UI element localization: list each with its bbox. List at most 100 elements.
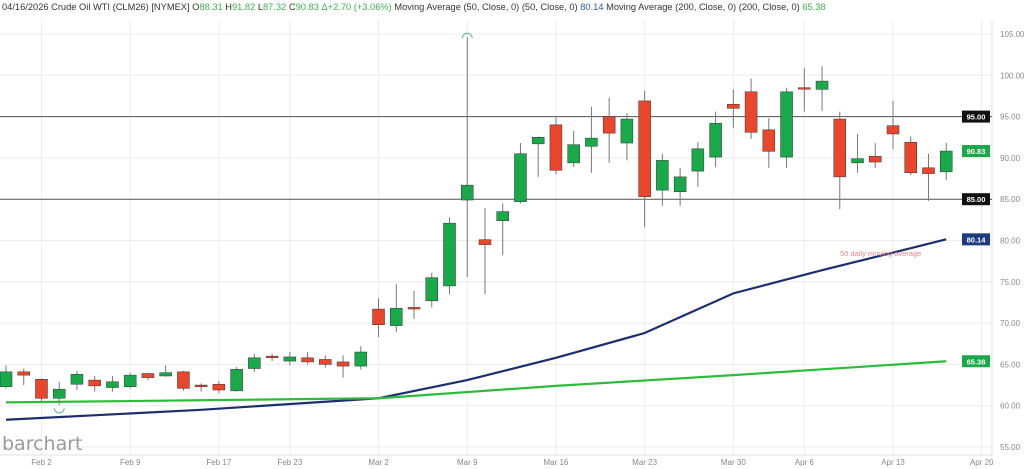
x-tick-label: Apr 20 — [970, 458, 994, 467]
candle-up — [425, 277, 439, 302]
candle-down — [177, 371, 190, 389]
candle-down — [301, 357, 314, 363]
candle-up — [230, 369, 243, 392]
candle-up — [585, 137, 598, 147]
candle-up — [691, 148, 705, 172]
candle-down — [602, 116, 616, 134]
price-badge — [962, 193, 990, 206]
candle-down — [762, 129, 776, 152]
candle-down — [922, 167, 935, 174]
change-value: Δ+2.70 (+3.06%) — [321, 2, 392, 12]
candle-up — [52, 388, 66, 399]
candle-down — [35, 379, 48, 399]
candle-up — [531, 137, 545, 145]
y-tick-label: 75.00 — [1000, 278, 1021, 287]
candle-up — [673, 176, 687, 193]
low-value: 87.32 — [263, 2, 287, 12]
candle-up — [709, 122, 722, 158]
candle-down — [638, 100, 651, 197]
candle-down — [372, 308, 385, 326]
close-value: 90.83 — [295, 2, 319, 12]
price-badge-label: 95.00 — [967, 113, 986, 122]
y-tick-label: 65.00 — [1000, 360, 1021, 369]
header-date: 04/16/2026 — [2, 2, 49, 12]
candle-down — [194, 384, 208, 387]
chart-header: 04/16/2026 Crude Oil WTI (CLM26) [NYMEX]… — [2, 2, 826, 12]
candle-down — [727, 103, 740, 109]
high-value: 91.82 — [231, 2, 256, 12]
candle-up — [620, 118, 634, 144]
x-tick-label: Feb 17 — [206, 458, 231, 467]
ma50-line — [5, 238, 947, 421]
candle-down — [141, 373, 155, 378]
x-tick-label: Mar 16 — [543, 458, 568, 467]
price-badge — [962, 355, 990, 368]
high-marker-icon — [461, 32, 473, 39]
y-tick-label: 95.00 — [1000, 113, 1021, 122]
candle-up — [248, 357, 261, 369]
x-tick-label: Feb 9 — [120, 458, 141, 467]
candle-down — [212, 383, 226, 391]
low-marker-icon — [53, 407, 65, 414]
candle-down — [17, 371, 30, 376]
candle-down — [88, 379, 101, 387]
candle-up — [656, 160, 669, 191]
x-tick-label: Apr 6 — [795, 458, 815, 467]
x-tick-label: Mar 30 — [721, 458, 746, 467]
ma200-value: 65.38 — [802, 2, 826, 12]
candle-up — [106, 381, 119, 388]
candle-up — [567, 144, 580, 164]
candle-down — [265, 355, 279, 358]
close-label: C — [288, 2, 296, 12]
x-tick-label: Apr 13 — [881, 458, 905, 467]
candle-up — [0, 371, 13, 387]
candle-down — [833, 118, 847, 178]
open-label: O — [192, 2, 200, 12]
low-label: L — [257, 2, 264, 12]
moving-averages — [5, 238, 947, 421]
y-tick-label: 85.00 — [1000, 195, 1021, 204]
candle-up — [460, 184, 474, 201]
candle-up — [443, 222, 456, 287]
y-tick-label: 105.00 — [1000, 30, 1024, 39]
header-symbol: Crude Oil WTI (CLM26) [NYMEX] — [51, 2, 190, 12]
candle-up — [123, 374, 137, 387]
x-tick-label: Mar 23 — [632, 458, 657, 467]
candle-down — [319, 359, 332, 365]
candle-down — [886, 125, 900, 135]
y-tick-label: 100.00 — [1000, 71, 1024, 80]
candle-down — [407, 307, 421, 310]
candle-down — [869, 155, 882, 163]
horizontal-lines — [0, 116, 992, 200]
candle-down — [798, 87, 811, 90]
y-tick-label: 70.00 — [1000, 319, 1021, 328]
candle-up — [283, 356, 297, 362]
ma50-value: 80.14 — [580, 2, 604, 12]
ma50-label: Moving Average (50, Close, 0) (50, Close… — [394, 2, 578, 12]
candle-up — [159, 372, 172, 377]
candle-down — [744, 91, 758, 133]
candles — [0, 32, 953, 414]
candle-down — [336, 361, 350, 367]
y-tick-label: 55.00 — [1000, 443, 1021, 452]
open-value: 88.31 — [199, 2, 223, 12]
candle-down — [904, 141, 917, 174]
price-badge — [962, 233, 990, 246]
price-badge-label: 90.83 — [967, 147, 986, 156]
price-badge-label: 65.38 — [967, 357, 986, 366]
barchart-logo: barchart — [2, 433, 83, 455]
ma200-label: Moving Average (200, Close, 0) (200, Clo… — [606, 2, 800, 12]
high-label: H — [225, 2, 232, 12]
y-tick-label: 80.00 — [1000, 237, 1021, 246]
y-tick-label: 60.00 — [1000, 402, 1021, 411]
candle-up — [354, 351, 368, 367]
candle-up — [390, 307, 403, 326]
price-badge — [962, 110, 990, 123]
x-tick-label: Mar 2 — [368, 458, 389, 467]
candle-up — [496, 211, 509, 221]
candle-up — [780, 91, 793, 158]
ma-annotation: 50 daily moving average — [840, 249, 921, 258]
x-tick-label: Feb 2 — [31, 458, 52, 467]
ma200-line — [5, 360, 947, 404]
